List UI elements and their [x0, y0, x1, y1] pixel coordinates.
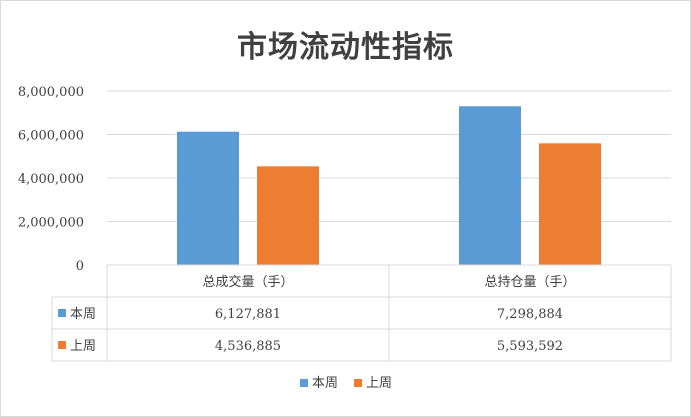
chart-title: 市场流动性指标 — [237, 30, 454, 65]
y-tick-label: 6,000,000 — [18, 129, 84, 144]
series-swatch — [58, 309, 66, 317]
bar — [539, 143, 601, 265]
data-label: 7,298,884 — [497, 307, 563, 322]
legend-swatch — [300, 379, 308, 387]
bar — [177, 131, 239, 265]
y-tick-label: 0 — [76, 259, 84, 274]
legend-label: 本周 — [312, 376, 338, 391]
legend-label: 上周 — [366, 376, 392, 391]
data-table: 总成交量（手） 总持仓量（手） 本周 6,127,881 7,298,884 上周 4,53… — [51, 264, 672, 362]
series-name: 上周 — [70, 339, 96, 354]
bar — [459, 106, 521, 266]
category-label: 总持仓量（手） — [484, 275, 575, 290]
y-tick-label: 2,000,000 — [18, 216, 84, 231]
data-label: 6,127,881 — [215, 307, 281, 322]
bar — [257, 166, 319, 265]
y-tick-label: 8,000,000 — [18, 85, 84, 100]
data-label: 5,593,592 — [497, 339, 563, 354]
y-tick-label: 4,000,000 — [18, 172, 84, 187]
series-swatch — [58, 341, 66, 349]
series-name: 本周 — [70, 307, 96, 322]
category-label: 总成交量（手） — [202, 274, 293, 290]
bars — [177, 106, 601, 266]
legend-swatch — [354, 379, 362, 387]
y-axis: 0 2,000,000 4,000,000 6,000,000 8,000,000 — [18, 85, 84, 274]
legend: 本周 上周 — [300, 376, 392, 391]
data-label: 4,536,885 — [215, 339, 281, 354]
